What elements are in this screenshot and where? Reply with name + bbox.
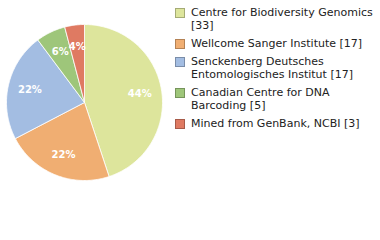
svg-text:4%: 4%: [69, 41, 86, 52]
html-text:Senckenberg Deutsches Entomolo: Senckenberg Deutsches Entomologisches In…: [191, 55, 353, 81]
html-text:Canadian Centre for DNA Barcod: Canadian Centre for DNA Barcoding [5]: [191, 86, 330, 112]
svg-text:44%: 44%: [128, 88, 152, 99]
svg-text:6%: 6%: [52, 46, 69, 57]
html-text:Mined from GenBank, NCBI [3]: Mined from GenBank, NCBI [3]: [191, 117, 360, 130]
html-text:Wellcome Sanger Institute [17]: Wellcome Sanger Institute [17]: [191, 37, 363, 50]
svg-text:22%: 22%: [52, 149, 76, 160]
svg-text:22%: 22%: [18, 84, 42, 95]
html-text:Centre for Biodiversity Genomi: Centre for Biodiversity Genomics [33]: [191, 6, 373, 32]
